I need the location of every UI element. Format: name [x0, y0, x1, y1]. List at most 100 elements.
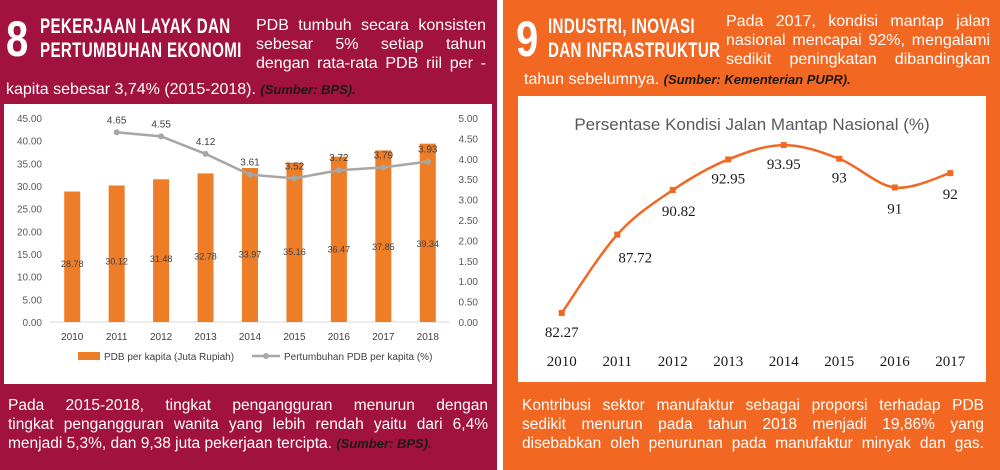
bar-data-label: 39.34 [417, 239, 440, 249]
y-left-tick-label: 25.00 [17, 205, 42, 216]
road-condition-point [669, 187, 676, 194]
bar [108, 185, 125, 322]
goal-number: 8 [6, 11, 29, 67]
growth-data-label: 4.55 [151, 119, 171, 130]
x-tick-label: 2015 [283, 332, 306, 343]
growth-point [291, 175, 298, 182]
y-right-tick-label: 2.00 [459, 236, 479, 247]
bar [330, 156, 347, 322]
data-label: 93.95 [767, 157, 801, 173]
x-tick-label: 2012 [658, 354, 688, 370]
y-left-tick-label: 20.00 [17, 227, 42, 238]
goal-title-line1: PEKERJAAN LAYAK DAN [40, 15, 231, 38]
growth-data-label: 3.72 [329, 153, 349, 164]
y-left-tick-label: 40.00 [17, 137, 42, 148]
y-left-tick-label: 0.00 [23, 318, 43, 329]
growth-data-label: 3.79 [374, 150, 394, 161]
x-tick-label: 2017 [372, 332, 395, 343]
x-tick-label: 2017 [935, 354, 966, 370]
intro-line: PDB tumbuh secara konsisten [256, 17, 486, 34]
growth-point [424, 158, 431, 165]
y-right-tick-label: 3.50 [459, 175, 479, 186]
legend-label: Pertumbuhan PDB per kapita (%) [284, 352, 432, 363]
bottom-line: sedikit menurun pada tahun 2018 menjadi … [522, 416, 984, 433]
y-left-tick-label: 45.00 [17, 114, 42, 125]
source-note: (Sumber: Kementerian PUPR). [663, 72, 851, 87]
y-right-tick-label: 4.00 [459, 155, 479, 166]
bottom-text: Kontribusi sektor manufaktur sebagai pro… [522, 396, 984, 453]
road-condition-chart: Persentase Kondisi Jalan Mantap Nasional… [518, 96, 986, 382]
x-tick-label: 2014 [239, 332, 262, 343]
goal-number: 9 [516, 11, 539, 67]
gdp-chart-svg: 0.00 5.00 10.00 15.00 20.00 25.00 30.00 35.00 40… [17, 114, 479, 363]
bar [286, 162, 303, 322]
road-condition-point [725, 156, 732, 163]
bar-data-label: 36.47 [328, 245, 351, 255]
data-label: 92.95 [711, 171, 745, 187]
bar-data-label: 35.16 [283, 247, 306, 257]
y-right-tick-label: 3.00 [459, 196, 479, 207]
intro-text: Pada 2017, kondisi mantap jalan nasional… [726, 12, 990, 69]
y-left-tick-label: 35.00 [17, 159, 42, 170]
y-right-tick-label: 1.00 [459, 277, 479, 288]
y-right-tick-label: 1.50 [459, 257, 479, 268]
road-condition-point [558, 309, 565, 316]
x-tick-label: 2014 [769, 354, 800, 370]
x-tick-label: 2016 [880, 354, 911, 370]
growth-data-label: 4.65 [107, 115, 127, 126]
legend-label: PDB per kapita (Juta Rupiah) [104, 352, 234, 363]
gdp-chart: 0.00 5.00 10.00 15.00 20.00 25.00 30.00 35.00 40… [4, 104, 492, 384]
growth-point [113, 129, 120, 136]
y-right-tick-label: 4.50 [459, 134, 479, 145]
y-right-tick-label: 0.00 [459, 318, 479, 329]
growth-data-label: 3.61 [240, 158, 260, 169]
intro-line: tahun sebelumnya. [524, 71, 660, 88]
bar [153, 179, 170, 322]
growth-data-label: 3.93 [418, 145, 438, 156]
growth-line [116, 131, 428, 180]
intro-line: sebesar 5% setiap tahun [256, 36, 486, 53]
data-label: 91 [887, 201, 902, 217]
intro-last-line: kapita sebesar 3,74% (2015-2018). (Sumbe… [6, 80, 356, 99]
road-condition-line [560, 143, 951, 314]
goal-8-panel: 8 PEKERJAAN LAYAK DAN PERTUMBUHAN EKONOM… [0, 0, 500, 470]
goal-9-panel: 9 INDUSTRI, INOVASI DAN INFRASTRUKTUR Pa… [500, 0, 1000, 470]
growth-point [247, 171, 253, 178]
legend-bar-swatch [78, 352, 100, 360]
intro-line: Pada 2017, kondisi mantap jalan [726, 13, 990, 30]
road-condition-point [836, 155, 843, 162]
bar-data-label: 31.48 [150, 254, 173, 264]
data-label: 87.72 [618, 251, 652, 267]
road-condition-point [614, 231, 621, 238]
x-tick-label: 2013 [194, 332, 217, 343]
intro-last-line: tahun sebelumnya. (Sumber: Kementerian P… [524, 70, 851, 89]
x-tick-label: 2012 [150, 332, 173, 343]
data-label: 93 [832, 171, 847, 187]
bar-data-label: 37.85 [372, 242, 395, 252]
intro-line: kapita sebesar 3,74% (2015-2018). [6, 81, 256, 98]
source-note: (Sumber: BPS). [336, 436, 432, 451]
goal-title-line1: INDUSTRI, INOVASI [548, 15, 695, 38]
bar-data-label: 33.97 [239, 249, 262, 259]
x-tick-label: 2018 [417, 332, 440, 343]
y-left-tick-label: 5.00 [23, 295, 43, 306]
growth-point [335, 167, 342, 174]
goal-title-line2: PERTUMBUHAN EKONOMI [40, 39, 242, 62]
y-right-tick-label: 2.50 [459, 216, 479, 227]
bar [197, 173, 214, 322]
x-tick-label: 2013 [713, 354, 743, 370]
growth-point [202, 150, 209, 157]
y-left-tick-label: 10.00 [17, 273, 42, 284]
bottom-line: menjadi 5,3%, dan 9,38 juta pekerjaan te… [8, 435, 332, 452]
chart-title: Persentase Kondisi Jalan Mantap Nasional… [574, 115, 929, 134]
data-label: 92 [943, 187, 958, 203]
x-tick-label: 2016 [328, 332, 351, 343]
intro-line: nasional mencapai 92%, mengalami [726, 32, 990, 49]
goal-title-line2: DAN INFRASTRUKTUR [548, 39, 721, 62]
bar-data-label: 30.12 [105, 257, 128, 267]
panel-divider [497, 0, 503, 470]
bar [419, 143, 436, 322]
bar-data-label: 28.78 [61, 259, 84, 269]
bottom-line: Kontribusi sektor manufaktur sebagai pro… [522, 397, 984, 414]
x-tick-label: 2015 [824, 354, 854, 370]
